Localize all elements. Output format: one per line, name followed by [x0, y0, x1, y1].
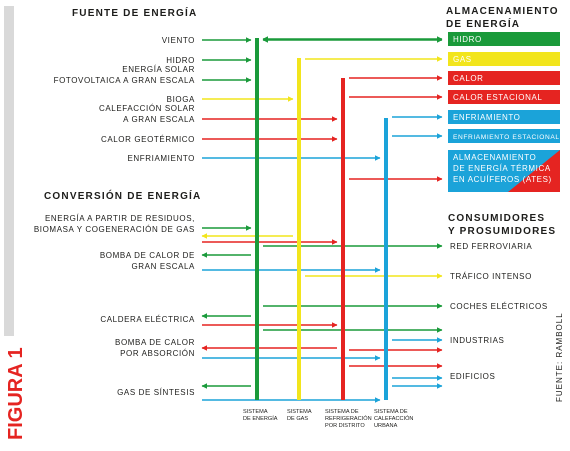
network-buses: [255, 38, 388, 400]
figure-label: FIGURA 1: [5, 347, 27, 440]
source-label: ENERGÍA SOLAR: [122, 65, 195, 74]
storage-box-label: GAS: [453, 55, 472, 64]
bus-label-gas: DE GAS: [287, 416, 308, 422]
storage-box: [448, 52, 560, 66]
storage-box: [448, 71, 560, 85]
consumer-label: TRÁFICO INTENSO: [450, 272, 532, 281]
storage-box: [448, 90, 560, 104]
source-label: CALOR GEOTÉRMICO: [101, 135, 195, 144]
bus-label-cooling: POR DISTRITO: [325, 423, 365, 429]
storage-box-label: DE ENERGÍA TÉRMICA: [453, 164, 551, 173]
storage-box-label: HIDRO: [453, 35, 482, 44]
source-credit: FUENTE: RAMBOLL: [555, 312, 564, 402]
bus-label-gas: SISTEMA: [287, 409, 312, 415]
flow-arrows: [201, 36, 443, 403]
source-label: FOTOVOLTAICA A GRAN ESCALA: [54, 76, 195, 85]
bus-label-cooling: SISTEMA DE: [325, 409, 359, 415]
storage-box-label: ENFRIAMIENTO: [453, 113, 521, 122]
bus-label-heating: URBANA: [374, 423, 398, 429]
source-label: A GRAN ESCALA: [123, 115, 195, 124]
bus-label-electricity: SISTEMA: [243, 409, 268, 415]
storage-box-label: CALOR: [453, 74, 484, 83]
storage-box-label: CALOR ESTACIONAL: [453, 93, 542, 102]
bus-label-heating: SISTEMA DE: [374, 409, 408, 415]
heading-consumers-line2: Y PROSUMIDORES: [448, 226, 556, 237]
heading-energy-storage-line2: DE ENERGÍA: [446, 17, 520, 30]
conversion-label: ENERGÍA A PARTIR DE RESIDUOS,: [45, 214, 195, 223]
heading-consumers-line1: CONSUMIDORES: [448, 213, 545, 224]
bus-label-cooling: REFRIGERACIÓN: [325, 415, 372, 422]
storage-box-label: ALMACENAMIENTO: [453, 153, 536, 162]
conversion-label: BIOMASA Y COGENERACIÓN DE GAS: [34, 225, 195, 234]
storage-box: [448, 129, 560, 143]
source-label: ENFRIAMIENTO: [127, 154, 195, 163]
storage-boxes: HIDRO GAS CALOR CALOR ESTACIONAL ENFRIAMIENT…: [448, 32, 560, 192]
storage-box-split: [508, 150, 560, 192]
conversion-label: CALDERA ELÉCTRICA: [100, 315, 195, 324]
storage-box: [448, 32, 560, 46]
conversion-label: POR ABSORCIÓN: [120, 349, 195, 358]
source-label: BIOGA: [167, 95, 195, 104]
source-label: HIDRO: [166, 56, 195, 65]
conversion-label: GAS DE SÍNTESIS: [117, 388, 195, 397]
consumer-label: EDIFICIOS: [450, 372, 495, 381]
heading-energy-sources: FUENTE DE ENERGÍA: [72, 6, 197, 19]
source-label: CALEFACCIÓN SOLAR: [99, 104, 195, 113]
conversion-label: BOMBA DE CALOR: [115, 338, 195, 347]
source-label: VIENTO: [162, 36, 195, 45]
bus-label-electricity: DE ENERGÍA: [243, 415, 278, 422]
consumer-label: RED FERROVIARIA: [450, 242, 532, 251]
bus-label-heating: CALEFACCIÓN: [374, 415, 413, 422]
heading-energy-conversion: CONVERSIÓN DE ENERGÍA: [44, 189, 201, 202]
figure-side-bar: [4, 6, 14, 336]
storage-box-label: ENFRIAMIENTO ESTACIONAL: [453, 134, 560, 141]
conversion-label: BOMBA DE CALOR DE: [100, 251, 195, 260]
conversion-label: GRAN ESCALA: [131, 262, 195, 271]
heading-energy-storage-line1: ALMACENAMIENTO: [446, 6, 559, 17]
storage-box-label: EN ACUÍFEROS (ATES): [453, 175, 552, 184]
consumer-label: INDUSTRIAS: [450, 336, 504, 345]
consumer-label: COCHES ELÉCTRICOS: [450, 302, 548, 311]
storage-box: [448, 110, 560, 124]
